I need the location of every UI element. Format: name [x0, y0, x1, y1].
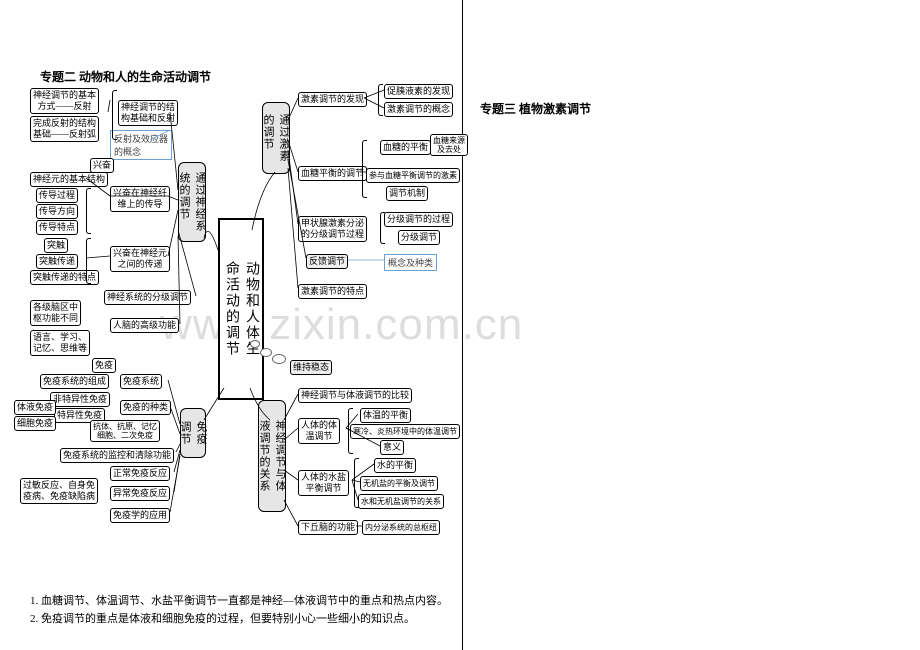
callout-feedback: 概念及种类 — [384, 254, 437, 271]
cloud-3 — [272, 354, 286, 364]
n-i1: 甲状腺激素分泌 的分级调节过程 — [298, 216, 367, 242]
n-h5: 调节机制 — [386, 186, 428, 201]
n-l2: 体温的平衡 — [360, 408, 411, 423]
bracket-5 — [362, 140, 367, 198]
n-a1: 神经调节的基本 方式——反射 — [30, 88, 99, 114]
hub-hormone: 通过激素 的调节 — [262, 102, 290, 174]
n-l4: 意义 — [380, 440, 404, 455]
n-c1: 兴奋在神经纤 维上的传导 — [110, 186, 170, 212]
n-i2: 分级调节的过程 — [384, 212, 453, 227]
n-b6: 突触传递 — [36, 254, 78, 269]
cloud-2 — [260, 348, 272, 357]
bracket-3 — [86, 238, 91, 284]
n-h2: 血糖的平衡 — [380, 140, 431, 155]
n-i3: 分级调节 — [398, 230, 440, 245]
n-b2: 传导过程 — [36, 188, 78, 203]
n-m4: 水和无机盐调节的关系 — [358, 494, 444, 509]
n-b0: 兴奋 — [90, 158, 114, 173]
n-h1: 血糖平衡的调节 — [298, 166, 367, 181]
page-divider — [462, 0, 463, 650]
n-e3: 免疫系统的组成 — [40, 374, 109, 389]
n-f2: 正常免疫反应 — [110, 466, 170, 481]
n-b4: 传导特点 — [36, 220, 78, 235]
n-n2: 内分泌系统的总枢纽 — [362, 520, 440, 535]
n-m1: 人体的水盐 平衡调节 — [298, 470, 349, 496]
n-h4: 参与血糖平衡调节的激素 — [366, 168, 460, 183]
n-b5: 突触 — [44, 238, 68, 253]
n-m3: 无机盐的平衡及调节 — [360, 476, 438, 491]
n-g1: 激素调节的发现 — [298, 92, 367, 107]
bracket-2 — [86, 188, 91, 234]
n-h3: 血糖来源 及去处 — [430, 134, 468, 156]
watermark: www.zixin.com.cn — [160, 300, 523, 350]
footnote-1: 1. 血糖调节、体温调节、水盐平衡调节一直都是神经—体液调节中的重点和热点内容。 — [30, 592, 448, 608]
n-f1: 免疫系统的监控和清除功能 — [60, 448, 174, 463]
n-d2: 各级脑区中 枢功能不同 — [30, 300, 81, 326]
cloud-1 — [250, 340, 260, 348]
n-e6: 免疫的种类 — [120, 400, 171, 415]
n-a3: 神经调节的结 构基础和反射 — [118, 100, 178, 126]
n-b3: 传导方向 — [36, 204, 78, 219]
n-l3: 寒冷、炎热环境中的体温调节 — [350, 424, 460, 439]
bracket-7 — [348, 408, 353, 454]
n-e2: 免疫系统 — [120, 374, 162, 389]
topic3-title: 专题三 植物激素调节 — [480, 100, 591, 117]
n-e8: 细胞免疫 — [14, 416, 56, 431]
bracket-8 — [354, 458, 359, 508]
n-c2: 兴奋在神经元 之间的传递 — [110, 246, 170, 272]
n-e1: 免疫 — [92, 358, 116, 373]
n-n1: 下丘脑的功能 — [298, 520, 358, 535]
bracket-4 — [378, 84, 383, 116]
n-e7: 体液免疫 — [14, 400, 56, 415]
n-k2: 神经调节与体液调节的比较 — [298, 388, 412, 403]
hub-neurofluid: 神经调节与体 液调节的关系 — [258, 400, 286, 512]
n-f5: 免疫学的应用 — [110, 508, 170, 523]
n-e9: 抗体、抗原、记忆 细胞、二次免疫 — [90, 420, 160, 442]
bracket-1 — [112, 90, 117, 140]
n-m2: 水的平衡 — [374, 458, 416, 473]
hub-nerve: 通过神经系 统的调节 — [178, 162, 206, 242]
n-b1: 神经元的基本结构 — [30, 172, 108, 187]
n-i4: 反馈调节 — [306, 254, 348, 269]
hub-immune: 免疫 调节 — [180, 408, 206, 458]
n-f4: 过敏反应、自身免 疫病、免疫缺陷病 — [20, 478, 98, 504]
n-f3: 异常免疫反应 — [110, 486, 170, 501]
footnote-2: 2. 免疫调节的重点是体液和细胞免疫的过程，但要特别小心一些细小的知识点。 — [30, 610, 415, 626]
n-g2: 促胰液素的发现 — [384, 84, 453, 99]
n-d1: 神经系统的分级调节 — [104, 290, 191, 305]
n-g3: 激素调节的概念 — [384, 102, 453, 117]
n-l1: 人体的体 温调节 — [298, 418, 340, 444]
n-a2: 完成反射的结构 基础——反射弧 — [30, 116, 99, 142]
center-topic: 动物和人体生 命活动的调节 — [218, 218, 264, 400]
n-k1: 维持稳态 — [290, 360, 332, 375]
topic2-title: 专题二 动物和人的生命活动调节 — [40, 68, 211, 85]
n-d3: 人脑的高级功能 — [110, 318, 179, 333]
n-e4: 非特异性免疫 — [50, 392, 110, 407]
bracket-6 — [380, 212, 385, 244]
n-d4: 语言、学习、 记忆、思维等 — [30, 330, 90, 356]
n-j1: 激素调节的特点 — [298, 284, 367, 299]
callout-reflex: 反射及效应器 的概念 — [110, 130, 172, 160]
